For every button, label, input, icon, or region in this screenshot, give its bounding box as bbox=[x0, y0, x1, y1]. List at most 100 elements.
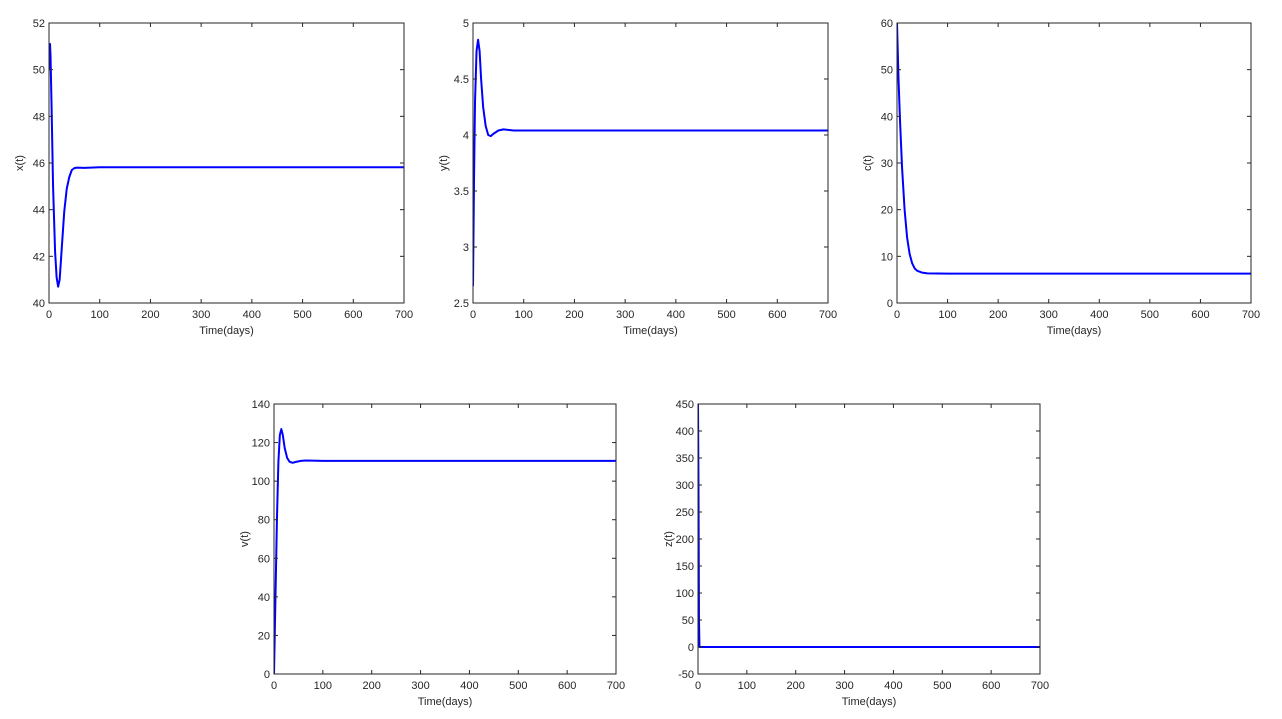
y-tick-label: 30 bbox=[881, 158, 893, 170]
x-tick-label: 0 bbox=[470, 309, 476, 321]
y-tick-label: 250 bbox=[676, 507, 694, 519]
series-line bbox=[897, 23, 1251, 275]
y-axis-label: z(t) bbox=[663, 531, 675, 547]
x-tick-label: 100 bbox=[515, 309, 533, 321]
y-tick-label: 80 bbox=[258, 515, 270, 527]
x-tick-label: 500 bbox=[1141, 309, 1159, 321]
subplot-vt: 0 100 200 300 400 500 600 700 0 20 40 60 80 100 120 140… bbox=[239, 399, 625, 708]
y-tick-label: 4.5 bbox=[454, 74, 469, 86]
x-axis-label: Time(days) bbox=[842, 696, 897, 708]
y-tick-label: 42 bbox=[33, 251, 45, 263]
y-tick-label: 400 bbox=[676, 426, 694, 438]
x-tick-label: 100 bbox=[91, 309, 109, 321]
axes-box bbox=[472, 22, 829, 304]
y-tick-label: 40 bbox=[881, 111, 893, 123]
x-tick-label: 700 bbox=[819, 309, 837, 321]
y-tick-label: 60 bbox=[258, 553, 270, 565]
x-tick-label: 700 bbox=[1242, 309, 1260, 321]
y-tick-label: 10 bbox=[881, 251, 893, 263]
y-axis-label: v(t) bbox=[239, 531, 251, 547]
y-tick-label: 300 bbox=[676, 480, 694, 492]
x-tick-label: 700 bbox=[607, 680, 625, 692]
y-axis-label: x(t) bbox=[14, 155, 26, 171]
y-tick-label: 3.5 bbox=[454, 186, 469, 198]
y-tick-label: 100 bbox=[676, 588, 694, 600]
y-tick-label: 5 bbox=[463, 18, 469, 30]
x-tick-label: 400 bbox=[243, 309, 261, 321]
x-axis-label: Time(days) bbox=[199, 325, 254, 337]
x-tick-label: 200 bbox=[565, 309, 583, 321]
y-tick-label: 0 bbox=[264, 669, 270, 681]
y-tick-label: 44 bbox=[33, 205, 45, 217]
x-tick-label: 200 bbox=[141, 309, 159, 321]
x-tick-label: 300 bbox=[411, 680, 429, 692]
y-tick-label: 200 bbox=[676, 534, 694, 546]
x-tick-label: 500 bbox=[717, 309, 735, 321]
axes-box bbox=[896, 22, 1252, 304]
y-tick-label: 60 bbox=[881, 18, 893, 30]
x-tick-label: 600 bbox=[344, 309, 362, 321]
y-axis-label: y(t) bbox=[438, 155, 450, 171]
x-tick-label: 600 bbox=[1191, 309, 1209, 321]
y-tick-label: 20 bbox=[258, 630, 270, 642]
y-tick-label: 0 bbox=[688, 642, 694, 654]
x-tick-label: 100 bbox=[738, 680, 756, 692]
x-tick-label: 600 bbox=[558, 680, 576, 692]
x-tick-label: 600 bbox=[768, 309, 786, 321]
y-tick-label: 20 bbox=[881, 205, 893, 217]
y-tick-label: 100 bbox=[252, 476, 270, 488]
axes-box bbox=[697, 403, 1041, 675]
y-tick-label: 140 bbox=[252, 399, 270, 411]
subplot-xt: 0 100 200 300 400 500 600 700 40 42 44 46 48 50 52 Time… bbox=[14, 18, 413, 337]
x-tick-label: 500 bbox=[293, 309, 311, 321]
x-tick-label: 200 bbox=[363, 680, 381, 692]
subplot-ct: 0 100 200 300 400 500 600 700 0 10 20 30 40 50 60 Time(… bbox=[862, 18, 1260, 337]
y-tick-label: 4 bbox=[463, 130, 469, 142]
x-tick-label: 700 bbox=[1031, 680, 1049, 692]
x-tick-label: 200 bbox=[989, 309, 1007, 321]
y-tick-label: 52 bbox=[33, 18, 45, 30]
x-tick-label: 300 bbox=[835, 680, 853, 692]
x-tick-label: 0 bbox=[46, 309, 52, 321]
x-tick-label: 300 bbox=[616, 309, 634, 321]
series-line bbox=[274, 428, 616, 674]
y-tick-label: 450 bbox=[676, 399, 694, 411]
x-tick-label: 300 bbox=[192, 309, 210, 321]
y-tick-label: 0 bbox=[887, 298, 893, 310]
x-tick-label: 700 bbox=[395, 309, 413, 321]
y-tick-label: 48 bbox=[33, 111, 45, 123]
y-tick-label: 50 bbox=[682, 615, 694, 627]
axes-box bbox=[273, 403, 617, 675]
y-tick-label: 50 bbox=[881, 65, 893, 77]
x-tick-label: 100 bbox=[938, 309, 956, 321]
x-axis-label: Time(days) bbox=[623, 325, 678, 337]
x-axis-label: Time(days) bbox=[418, 696, 473, 708]
series-line bbox=[49, 43, 404, 288]
y-axis-label: c(t) bbox=[862, 155, 874, 171]
subplot-yt: 0 100 200 300 400 500 600 700 2.5 3 3.5 4 4.5 5 Time(d… bbox=[438, 18, 837, 337]
x-tick-label: 0 bbox=[271, 680, 277, 692]
y-tick-label: 2.5 bbox=[454, 298, 469, 310]
x-tick-label: 500 bbox=[933, 680, 951, 692]
x-tick-label: 200 bbox=[787, 680, 805, 692]
y-tick-label: 46 bbox=[33, 158, 45, 170]
x-tick-label: 0 bbox=[894, 309, 900, 321]
x-tick-label: 400 bbox=[667, 309, 685, 321]
y-tick-label: 120 bbox=[252, 438, 270, 450]
x-tick-label: 500 bbox=[509, 680, 527, 692]
y-tick-label: 40 bbox=[258, 592, 270, 604]
y-tick-label: 3 bbox=[463, 242, 469, 254]
x-tick-label: 400 bbox=[1090, 309, 1108, 321]
x-tick-label: 600 bbox=[982, 680, 1000, 692]
x-tick-label: 400 bbox=[460, 680, 478, 692]
subplot-zt: 0 100 200 300 400 500 600 700-50050100150200250… bbox=[663, 399, 1049, 708]
x-tick-label: 0 bbox=[695, 680, 701, 692]
y-tick-label: 150 bbox=[676, 561, 694, 573]
series-line bbox=[698, 404, 1040, 648]
y-tick-label: 50 bbox=[33, 65, 45, 77]
x-tick-label: 100 bbox=[314, 680, 332, 692]
x-axis-label: Time(days) bbox=[1047, 325, 1102, 337]
y-tick-label: 40 bbox=[33, 298, 45, 310]
x-tick-label: 400 bbox=[884, 680, 902, 692]
